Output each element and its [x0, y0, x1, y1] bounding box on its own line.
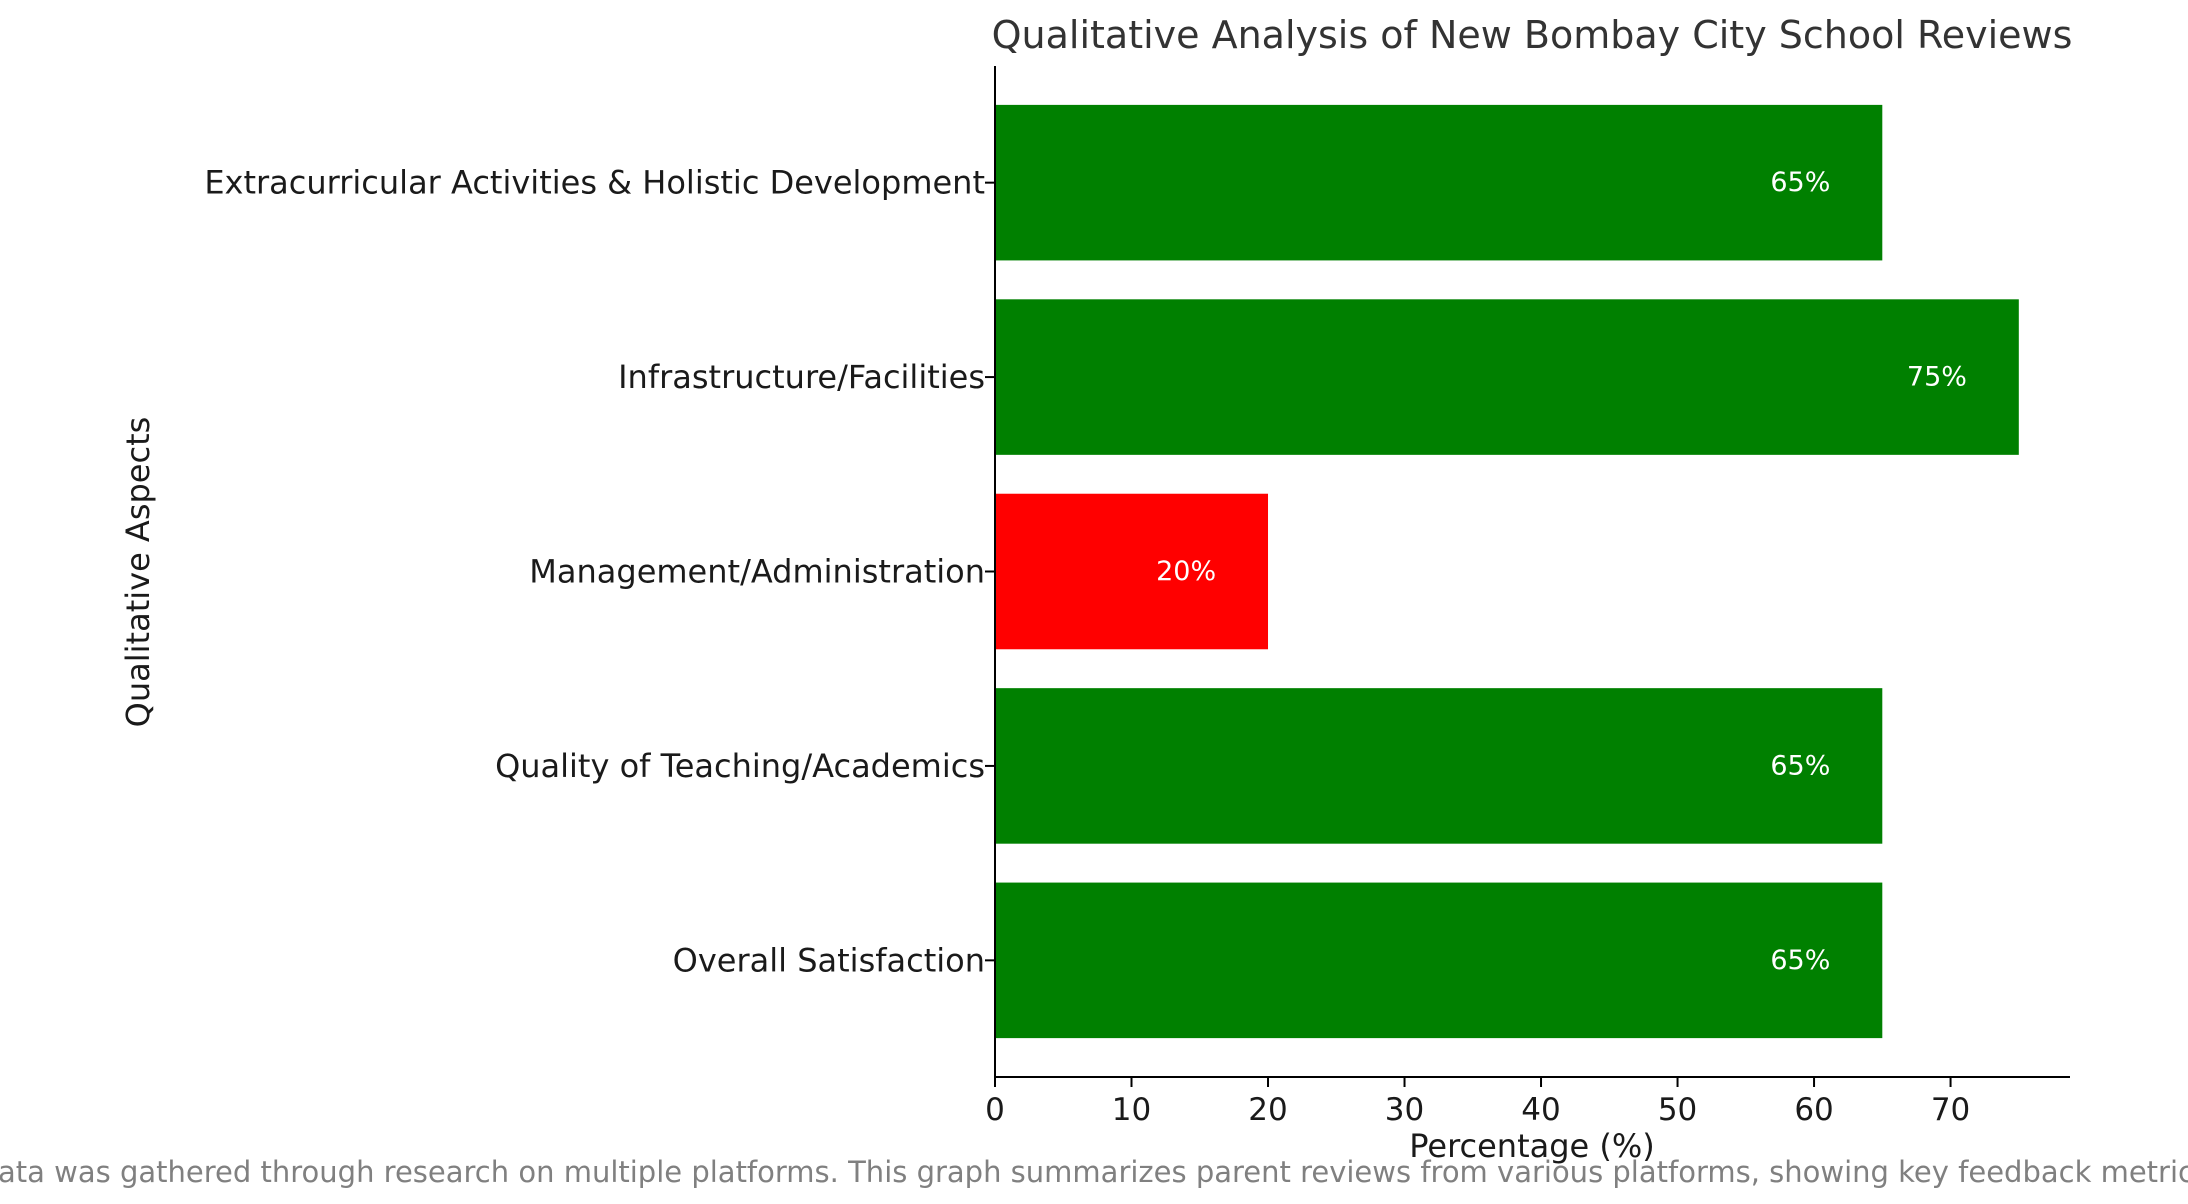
- x-tick-label-40: 40: [1521, 1092, 1560, 1128]
- x-tick-label-20: 20: [1248, 1092, 1287, 1128]
- y-tick-label-infrastructure-facilities: Infrastructure/Facilities: [618, 358, 985, 396]
- bar-quality-of-teaching-academics: [995, 688, 1883, 844]
- x-ticks-layer: 0 10 20 30 40 50 60 70: [985, 1077, 1970, 1128]
- bars-layer: [995, 104, 2019, 1039]
- chart-title: Qualitative Analysis of New Bombay City …: [992, 13, 2073, 57]
- y-tick-label-extracurricular-activities-holistic-development: Extracurricular Activities & Holistic De…: [204, 164, 985, 202]
- x-tick-label-60: 60: [1794, 1092, 1833, 1128]
- x-tick-label-50: 50: [1658, 1092, 1697, 1128]
- bar-management-administration: [995, 493, 1269, 650]
- y-tick-label-management-administration: Management/Administration: [529, 553, 985, 591]
- bar-infrastructure-facilities: [995, 299, 2019, 455]
- bar-labels-layer: 65% 65% 20% 75% 65%: [1156, 167, 1967, 976]
- y-tick-label-quality-of-teaching-academics: Quality of Teaching/Academics: [495, 747, 985, 785]
- bar-value-label-extracurricular-activities-holistic-development: 65%: [1770, 167, 1830, 198]
- bar-value-label-management-administration: 20%: [1156, 556, 1216, 587]
- bar-value-label-overall-satisfaction: 65%: [1770, 945, 1830, 976]
- x-tick-label-0: 0: [985, 1092, 1005, 1128]
- bar-value-label-quality-of-teaching-academics: 65%: [1770, 750, 1830, 781]
- x-tick-label-70: 70: [1931, 1092, 1970, 1128]
- y-ticks-layer: Overall Satisfaction Quality of Teaching/…: [204, 164, 995, 979]
- x-axis-title: Percentage (%): [1409, 1127, 1655, 1165]
- footnote: Data was gathered through research on mu…: [0, 1155, 2188, 1189]
- y-axis-title: Qualitative Aspects: [119, 417, 157, 728]
- y-tick-label-overall-satisfaction: Overall Satisfaction: [673, 941, 985, 979]
- x-tick-label-30: 30: [1385, 1092, 1424, 1128]
- bar-overall-satisfaction: [995, 882, 1883, 1039]
- bar-value-label-infrastructure-facilities: 75%: [1907, 362, 1967, 393]
- x-tick-label-10: 10: [1112, 1092, 1151, 1128]
- bar-extracurricular-activities-holistic-development: [995, 104, 1883, 261]
